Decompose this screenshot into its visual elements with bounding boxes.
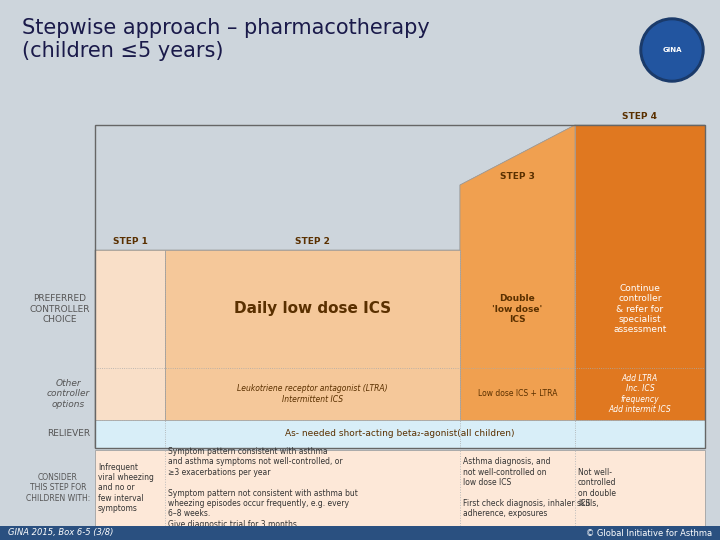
Bar: [575, 125, 705, 448]
Bar: [95, 125, 705, 448]
Text: Low dose ICS + LTRA: Low dose ICS + LTRA: [478, 389, 557, 399]
Text: CONSIDER
THIS STEP FOR
CHILDREN WITH:: CONSIDER THIS STEP FOR CHILDREN WITH:: [26, 473, 90, 503]
Text: GINA 2015, Box 6-5 (3/8): GINA 2015, Box 6-5 (3/8): [8, 529, 113, 537]
Bar: [0, 0, 720, 110]
Text: Asthma diagnosis, and
not well-controlled on
low dose ICS

First check diagnosis: Asthma diagnosis, and not well-controlle…: [463, 457, 598, 518]
Text: RELIEVER: RELIEVER: [47, 429, 90, 438]
Polygon shape: [95, 125, 705, 448]
Text: Add LTRA
Inc. ICS
frequency
Add intermit ICS: Add LTRA Inc. ICS frequency Add intermit…: [608, 374, 671, 414]
Text: Leukotriene receptor antagonist (LTRA)
Intermittent ICS: Leukotriene receptor antagonist (LTRA) I…: [237, 384, 388, 404]
Bar: [95, 450, 705, 526]
Text: STEP 2: STEP 2: [295, 237, 330, 246]
Bar: [0, 526, 720, 540]
Text: Daily low dose ICS: Daily low dose ICS: [234, 301, 391, 316]
Text: Symptom pattern consistent with asthma
and asthma symptoms not well-controlled, : Symptom pattern consistent with asthma a…: [168, 447, 358, 529]
Text: GINA: GINA: [662, 47, 682, 53]
Text: As- needed short-acting beta₂-agonist(all children): As- needed short-acting beta₂-agonist(al…: [285, 429, 515, 438]
Text: Stepwise approach – pharmacotherapy
(children ≤5 years): Stepwise approach – pharmacotherapy (chi…: [22, 18, 430, 61]
Text: Infrequent
viral wheezing
and no or
few interval
symptoms: Infrequent viral wheezing and no or few …: [98, 463, 154, 514]
Circle shape: [643, 21, 701, 79]
Polygon shape: [460, 125, 575, 448]
Bar: [95, 420, 705, 448]
Bar: [95, 250, 165, 448]
Text: Continue
controller
& refer for
specialist
assessment: Continue controller & refer for speciali…: [613, 284, 667, 334]
Circle shape: [640, 18, 704, 82]
Text: STEP 3: STEP 3: [500, 172, 535, 181]
Text: Not well-
controlled
on double
ICS: Not well- controlled on double ICS: [578, 468, 616, 508]
Text: Other
controller
options: Other controller options: [47, 379, 90, 409]
Text: © Global Initiative for Asthma: © Global Initiative for Asthma: [586, 529, 712, 537]
Bar: [165, 250, 460, 448]
Text: STEP 4: STEP 4: [623, 112, 657, 121]
Text: PREFERRED
CONTROLLER
CHOICE: PREFERRED CONTROLLER CHOICE: [30, 294, 90, 324]
Text: Double
'low dose'
ICS: Double 'low dose' ICS: [492, 294, 543, 324]
Text: STEP 1: STEP 1: [112, 237, 148, 246]
